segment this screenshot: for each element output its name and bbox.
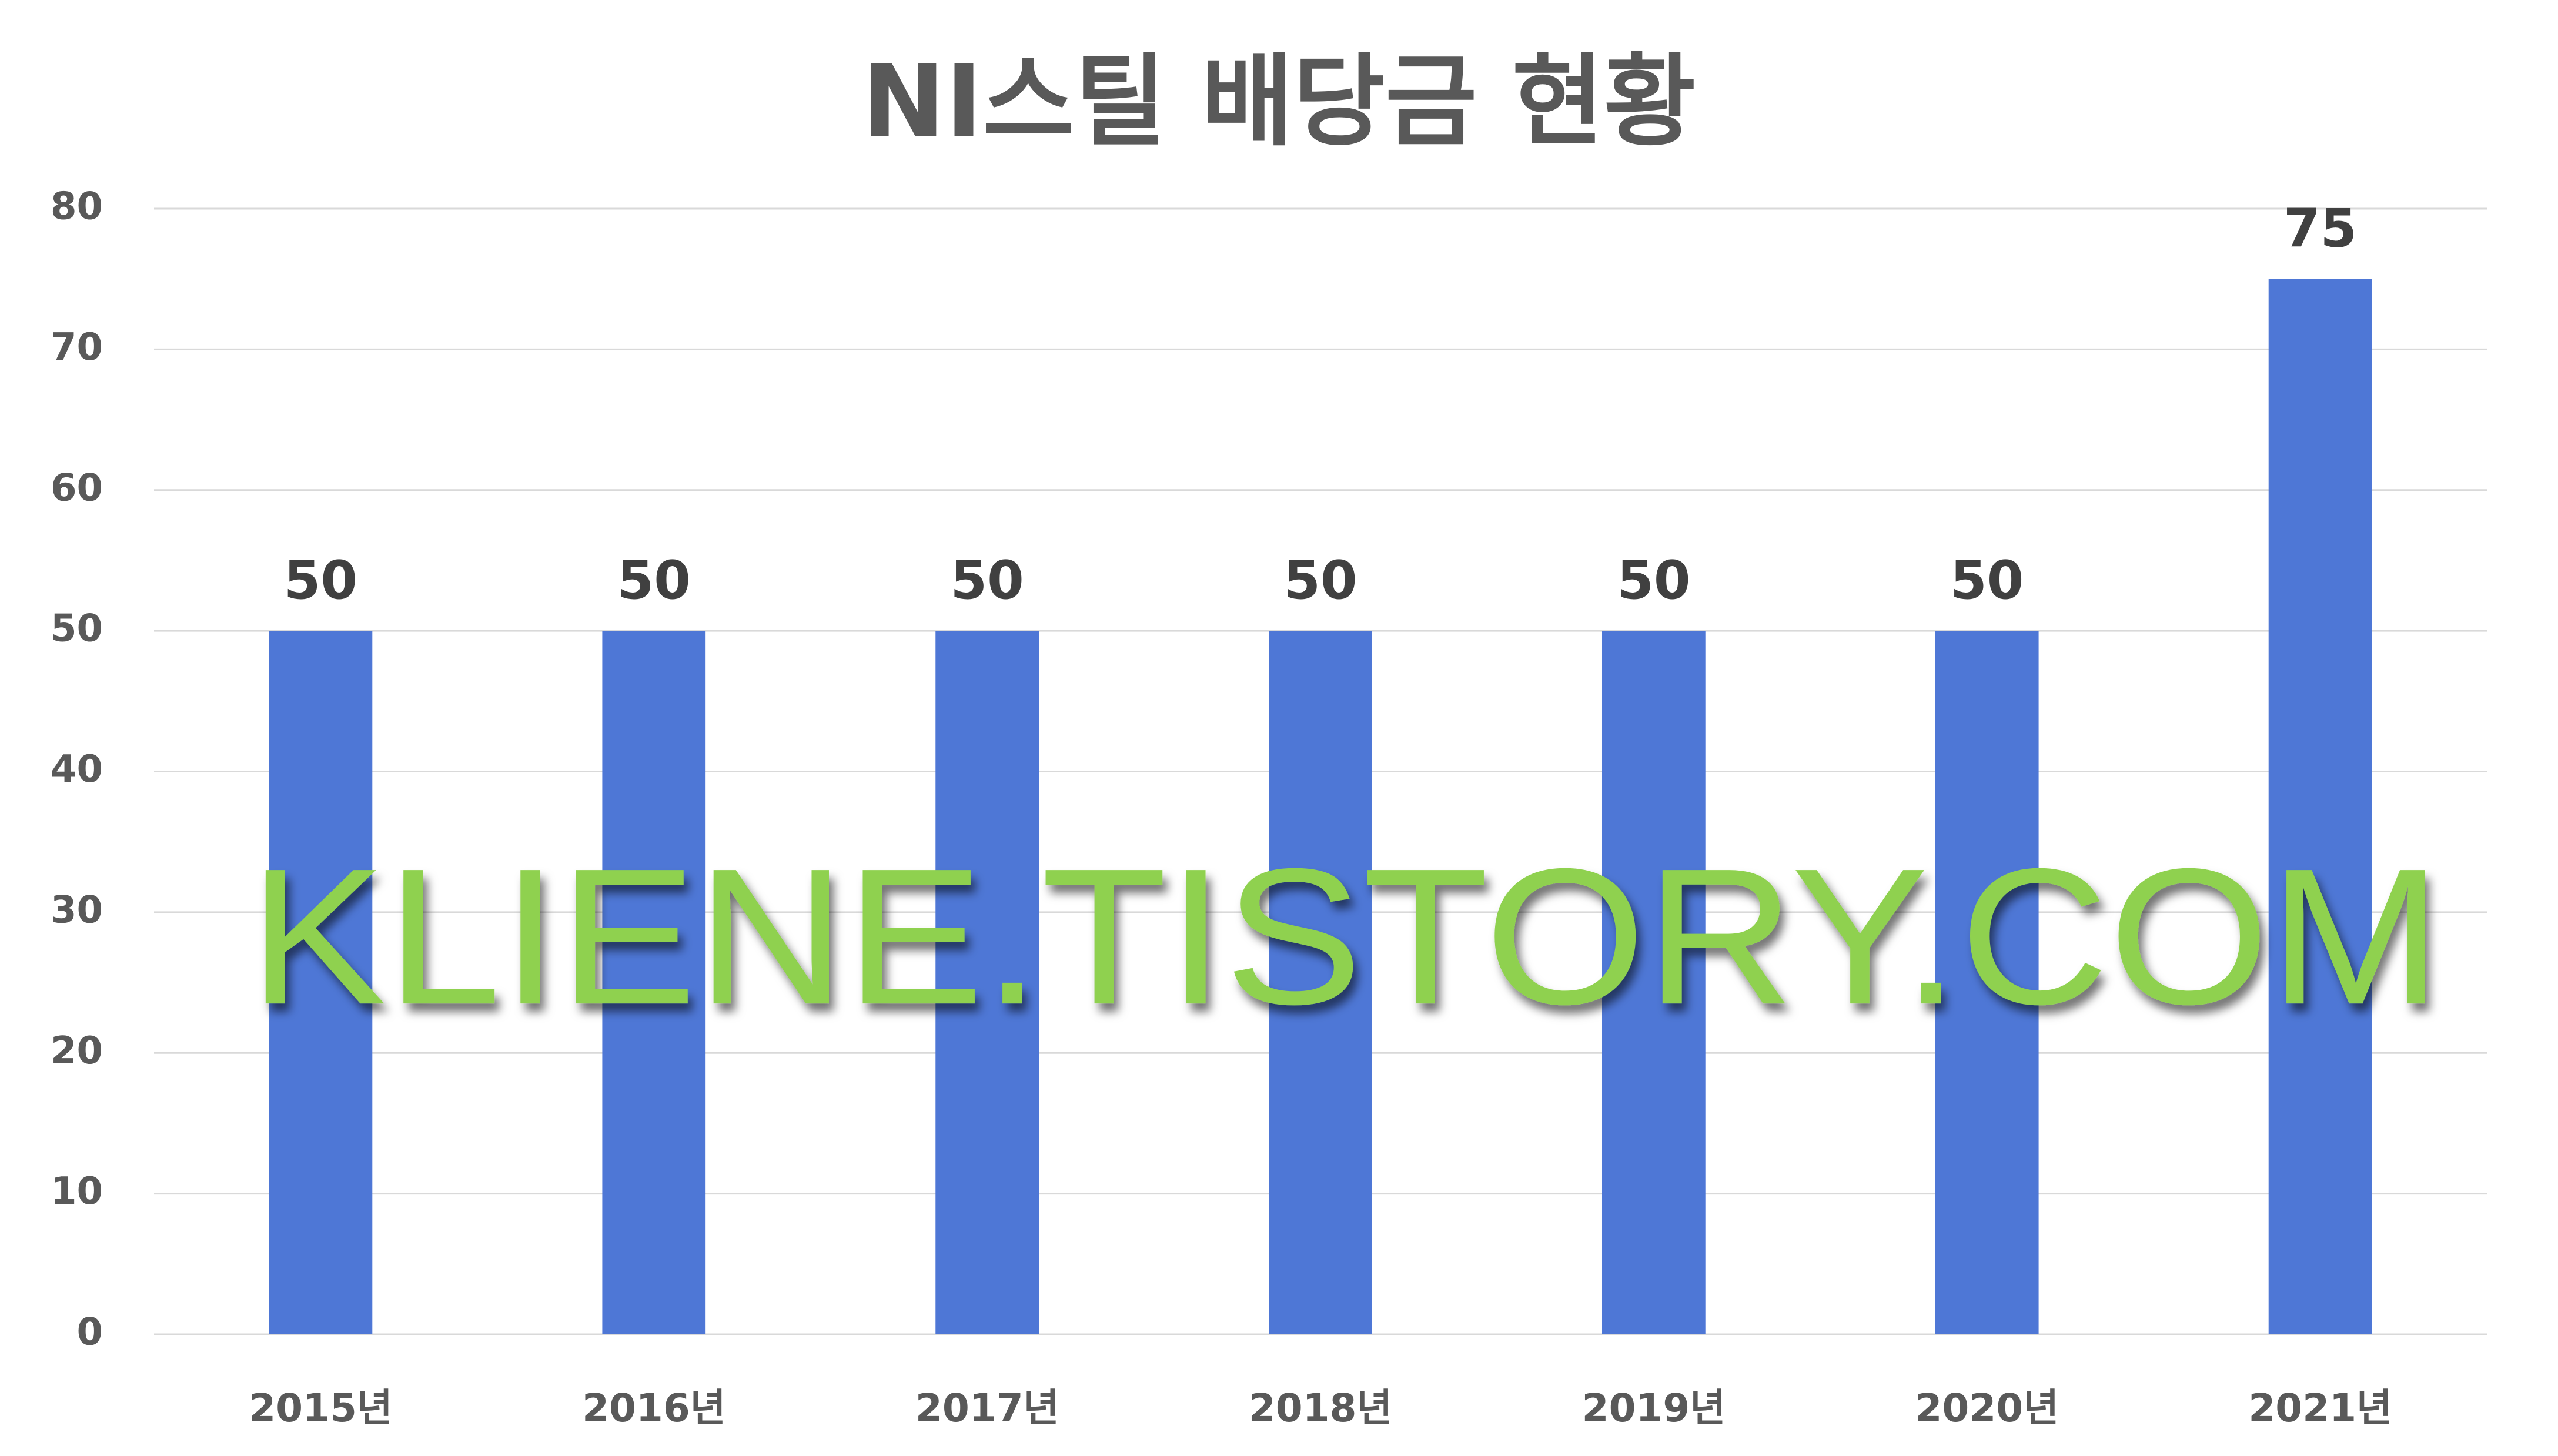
- chart-title: NI스틸 배당금 현황: [862, 43, 1696, 160]
- x-tick-label: 2021년: [2248, 1385, 2392, 1431]
- bar: [1269, 631, 1372, 1334]
- x-tick-label: 2016년: [582, 1385, 725, 1431]
- data-label: 50: [617, 550, 691, 611]
- y-tick-label: 0: [76, 1311, 103, 1354]
- data-label: 75: [2283, 198, 2357, 260]
- y-tick-label: 40: [51, 748, 103, 791]
- x-tick-label: 2019년: [1582, 1385, 1726, 1431]
- y-tick-label: 70: [51, 326, 103, 369]
- x-tick-label: 2018년: [1249, 1385, 1392, 1431]
- y-tick-label: 20: [51, 1029, 103, 1073]
- y-tick-label: 10: [51, 1170, 103, 1213]
- bar: [602, 631, 706, 1334]
- y-tick-label: 60: [51, 466, 103, 510]
- y-tick-label: 80: [51, 185, 103, 229]
- bar: [935, 631, 1039, 1334]
- x-tick-label: 2020년: [1915, 1385, 2059, 1431]
- data-label: 50: [1950, 550, 2024, 611]
- bar: [269, 631, 373, 1334]
- y-tick-label: 50: [51, 607, 103, 651]
- x-tick-label: 2017년: [915, 1385, 1059, 1431]
- data-label: 50: [284, 550, 357, 611]
- bar: [1935, 631, 2039, 1334]
- bar: [1601, 631, 1706, 1334]
- data-label: 50: [951, 550, 1024, 611]
- x-tick-label: 2015년: [249, 1385, 392, 1431]
- bar: [2268, 279, 2372, 1334]
- y-tick-label: 30: [51, 888, 103, 932]
- watermark: KLIENE.TISTORY.COM: [249, 828, 2442, 1045]
- data-label: 50: [1283, 550, 1357, 611]
- data-label: 50: [1617, 550, 1690, 611]
